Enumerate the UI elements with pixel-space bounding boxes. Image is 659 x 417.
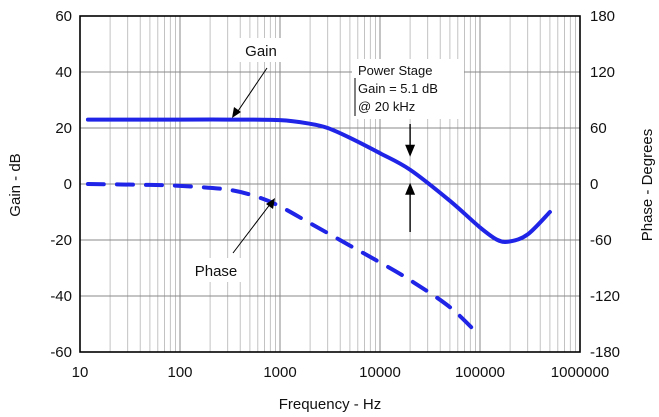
y-tick-label: -60 [50,344,72,361]
y-tick-label: -40 [50,288,72,305]
y2-tick-label: 0 [590,176,598,193]
gain-label-box [236,38,286,62]
x-tick-label: 1000000 [551,364,609,381]
gain-pointer-line [235,67,268,115]
phase-label-box [188,258,246,282]
series-gain-line [85,117,552,244]
x-tick-label: 100 [167,364,192,381]
x-axis-label: Frequency - Hz [279,396,382,413]
x-tick-label: 1000 [263,364,296,381]
phase-pointer-arrowhead [266,198,275,209]
series-phase-line [85,182,482,339]
phase-pointer-line [232,202,272,254]
gain-label: Gain [245,43,277,60]
y-axis-label: Gain - dB [7,153,24,216]
annotations: Gain Phase Power Stage Gain = 5.1 dB @ 2… [188,38,464,282]
x-tick-label: 100000 [455,364,505,381]
y2-tick-label: -120 [590,288,620,305]
callout-arrow-down-head [405,144,416,157]
y2-axis-label: Phase - Degrees [639,129,656,242]
callout-arrow-up-head [405,182,416,195]
y2-tick-label: 180 [590,8,615,25]
callout-box [352,59,464,119]
x-tick-label: 10 [72,364,89,381]
x-tick-label: 10000 [359,364,401,381]
plot-frame [79,15,581,353]
y2-tick-label: 120 [590,64,615,81]
y-tick-label: 20 [55,120,72,137]
phase-label: Phase [195,263,238,280]
y-tick-labels: 60 40 20 0 -20 -40 -60 [50,8,72,361]
y-tick-label: 0 [64,176,72,193]
major-gridlines [80,16,580,352]
y2-tick-labels: 180 120 60 0 -60 -120 -180 [590,8,620,361]
y2-tick-label: -180 [590,344,620,361]
callout-line-2: Gain = 5.1 dB [358,81,438,96]
y-tick-label: -20 [50,232,72,249]
y2-tick-label: 60 [590,120,607,137]
callout-line-3: @ 20 kHz [358,99,415,114]
gain-pointer-arrowhead [232,107,241,118]
callout-line-1: Power Stage [358,63,432,78]
x-tick-labels: 10 100 1000 10000 100000 1000000 [72,364,610,381]
y2-tick-label: -60 [590,232,612,249]
series-layer [85,117,552,339]
y-tick-label: 60 [55,8,72,25]
y-tick-label: 40 [55,64,72,81]
